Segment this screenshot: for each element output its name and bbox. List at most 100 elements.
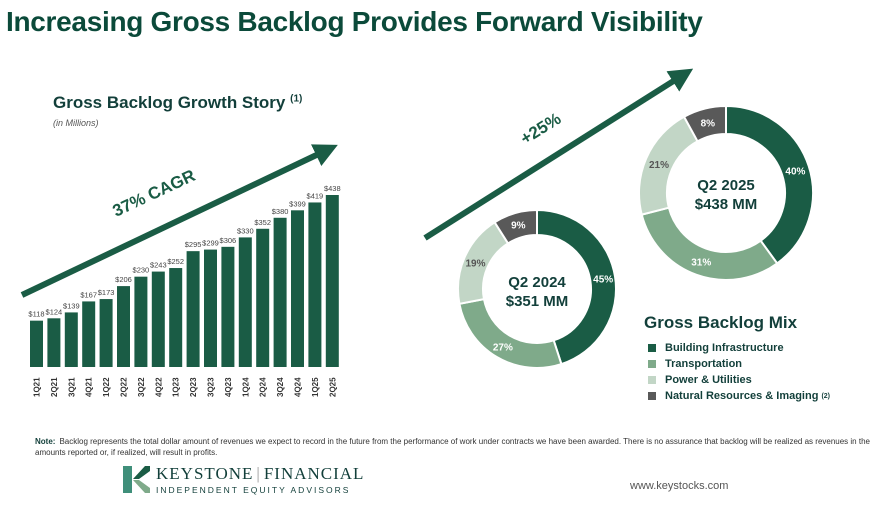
bar-value-label: $352 bbox=[254, 218, 271, 227]
bar-chart-title-footnote: (1) bbox=[290, 93, 303, 105]
donut-slice bbox=[725, 104, 814, 265]
donut-slice-label: 21% bbox=[649, 160, 669, 171]
bar-category-label: 3Q21 bbox=[67, 377, 76, 397]
bar-4Q22 bbox=[151, 271, 165, 367]
bar-value-label: $295 bbox=[185, 240, 202, 249]
legend-item-power: Power & Utilities bbox=[648, 372, 830, 388]
bar-value-label: $173 bbox=[98, 288, 115, 297]
legend-item-building: Building Infrastructure bbox=[648, 340, 830, 356]
donut-slice bbox=[640, 206, 779, 281]
bar-2Q25 bbox=[325, 195, 339, 367]
legend-swatch bbox=[648, 392, 656, 400]
donut-2024-period: Q2 2024 bbox=[508, 274, 566, 291]
keystone-k-logo-icon bbox=[123, 466, 150, 493]
donut-chart-q2-2025: 40% 31% 21% 8% bbox=[638, 104, 814, 281]
donut-2024-center-label: Q2 2024 $351 MM bbox=[497, 273, 577, 311]
logo-name-right: FINANCIAL bbox=[263, 464, 365, 483]
bar-3Q23 bbox=[204, 249, 217, 367]
cagr-annotation: 37% CAGR bbox=[110, 166, 199, 221]
legend-item-transportation: Transportation bbox=[648, 356, 830, 372]
donut-slice-label: 8% bbox=[701, 118, 716, 129]
website-link[interactable]: www.keystocks.com bbox=[630, 480, 729, 492]
donut-2025-total: $438 MM bbox=[694, 196, 758, 213]
bar-category-label: 4Q21 bbox=[85, 377, 94, 397]
bar-category-label: 4Q24 bbox=[294, 377, 303, 397]
cagr-arrow bbox=[20, 144, 338, 298]
donut-slice-label: 45% bbox=[593, 275, 613, 286]
donut-chart-q2-2024: 45% 27% 19% 9% bbox=[457, 208, 617, 369]
bar-1Q23 bbox=[169, 268, 183, 367]
donut-slice-label: 31% bbox=[691, 258, 711, 269]
bar-2Q24 bbox=[256, 228, 270, 367]
bar-value-label: $330 bbox=[237, 226, 254, 235]
donut-2025-period: Q2 2025 bbox=[697, 177, 755, 194]
bar-2Q21 bbox=[47, 318, 61, 367]
bar-chart: $118 1Q21 $124 2Q21 $139 3Q21 $167 4Q21 $173 1Q22… bbox=[28, 184, 340, 397]
legend-swatch bbox=[648, 360, 656, 368]
bar-category-label: 4Q22 bbox=[154, 377, 163, 397]
donut-slice-label: 19% bbox=[466, 258, 486, 269]
bar-chart-subtitle: (in Millions) bbox=[53, 118, 99, 128]
bar-1Q24 bbox=[238, 237, 252, 367]
bar-value-label: $124 bbox=[46, 307, 63, 316]
bar-2Q23 bbox=[186, 251, 200, 367]
bar-3Q22 bbox=[134, 276, 148, 367]
donut-slice-label: 9% bbox=[511, 221, 526, 232]
legend-label: Natural Resources & Imaging bbox=[665, 390, 819, 402]
bar-value-label: $243 bbox=[150, 261, 167, 270]
bar-value-label: $230 bbox=[133, 266, 150, 275]
bar-4Q24 bbox=[291, 210, 304, 367]
legend-swatch bbox=[648, 344, 656, 352]
bar-category-label: 4Q23 bbox=[224, 377, 233, 397]
bar-category-label: 1Q22 bbox=[102, 377, 111, 397]
bar-value-label: $438 bbox=[324, 184, 341, 193]
note-text: Backlog represents the total dollar amou… bbox=[35, 437, 870, 457]
bar-value-label: $306 bbox=[220, 236, 237, 245]
bar-value-label: $167 bbox=[80, 290, 97, 299]
bar-value-label: $299 bbox=[202, 239, 219, 248]
footnote: Note: Backlog represents the total dollar… bbox=[35, 436, 875, 458]
legend-footnote: (2) bbox=[821, 392, 830, 400]
bar-category-label: 2Q25 bbox=[328, 377, 337, 397]
bar-category-label: 3Q23 bbox=[207, 377, 216, 397]
bar-1Q25 bbox=[308, 202, 322, 367]
logo-separator: | bbox=[256, 464, 261, 483]
bar-category-label: 3Q24 bbox=[276, 377, 285, 397]
bar-category-label: 2Q22 bbox=[120, 377, 129, 397]
bar-2Q22 bbox=[117, 286, 130, 367]
bar-category-label: 2Q24 bbox=[259, 377, 268, 397]
bar-value-label: $399 bbox=[289, 199, 306, 208]
donut-slice-label: 40% bbox=[785, 166, 805, 177]
bar-3Q21 bbox=[64, 312, 78, 367]
donut-2025-center-label: Q2 2025 $438 MM bbox=[686, 176, 766, 214]
donut-2024-total: $351 MM bbox=[505, 293, 569, 310]
company-logo: KEYSTONE | FINANCIAL INDEPENDENT EQUITY AD… bbox=[123, 464, 364, 495]
legend-label: Power & Utilities bbox=[665, 374, 752, 386]
bar-chart-title-text: Gross Backlog Growth Story bbox=[53, 93, 286, 112]
bar-category-label: 1Q24 bbox=[241, 377, 250, 397]
legend-swatch bbox=[648, 376, 656, 384]
bar-category-label: 3Q22 bbox=[137, 377, 146, 397]
bar-3Q24 bbox=[273, 217, 287, 367]
legend-item-natural-resources: Natural Resources & Imaging (2) bbox=[648, 388, 830, 404]
bar-value-label: $252 bbox=[167, 257, 184, 266]
bar-value-label: $139 bbox=[63, 301, 80, 310]
growth-arrow bbox=[423, 68, 694, 241]
donut-slice-label: 27% bbox=[493, 343, 513, 354]
bar-category-label: 1Q25 bbox=[311, 377, 320, 397]
page-title: Increasing Gross Backlog Provides Forwar… bbox=[6, 6, 703, 37]
legend-label: Transportation bbox=[665, 358, 743, 370]
logo-tagline: INDEPENDENT EQUITY ADVISORS bbox=[156, 485, 351, 495]
bar-category-label: 1Q21 bbox=[33, 377, 42, 397]
donut-slice bbox=[682, 104, 727, 143]
mix-title: Gross Backlog Mix bbox=[644, 313, 798, 332]
bar-1Q21 bbox=[30, 320, 43, 367]
legend-label: Building Infrastructure bbox=[665, 342, 784, 354]
bar-category-label: 1Q23 bbox=[172, 377, 181, 397]
logo-name-left: KEYSTONE bbox=[156, 464, 254, 483]
bar-value-label: $380 bbox=[272, 207, 289, 216]
bar-4Q23 bbox=[221, 246, 235, 367]
bar-chart-title: Gross Backlog Growth Story (1) bbox=[53, 93, 302, 113]
note-label: Note: bbox=[35, 437, 56, 446]
